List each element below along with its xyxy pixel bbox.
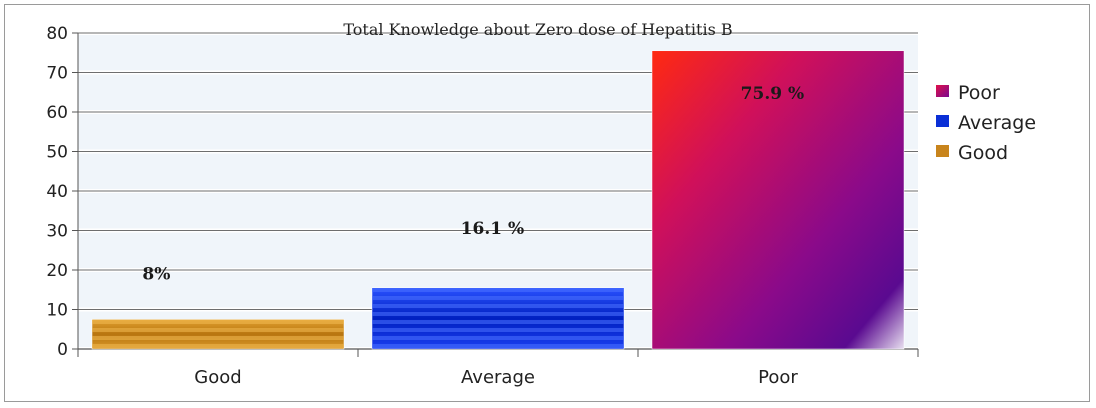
data-label: 75.9 % <box>741 84 804 104</box>
legend-swatch-poor <box>936 85 949 97</box>
data-label: 16.1 % <box>461 219 524 239</box>
legend-swatch-average <box>936 115 949 127</box>
y-tick-label: 10 <box>46 301 68 321</box>
y-tick-label: 20 <box>46 261 68 281</box>
x-tick-label: Average <box>461 367 535 388</box>
data-label: 8% <box>142 264 170 284</box>
y-tick-label: 80 <box>46 24 68 44</box>
bar-poor <box>651 50 905 350</box>
y-tick-label: 0 <box>57 340 68 360</box>
y-tick-label: 70 <box>46 64 68 84</box>
y-tick-label: 30 <box>46 222 68 242</box>
legend-label-good: Good <box>958 142 1008 164</box>
x-tick-label: Poor <box>758 367 798 388</box>
chart-title: Total Knowledge about Zero dose of Hepat… <box>343 20 732 39</box>
bars <box>91 50 905 350</box>
legend: Poor Average Good <box>936 82 1036 164</box>
y-tick-label: 60 <box>46 103 68 123</box>
x-tick-label: Good <box>194 367 241 388</box>
bar-texture <box>372 287 624 349</box>
legend-swatch-good <box>936 145 949 157</box>
bar-texture <box>92 319 344 349</box>
y-tick-label: 50 <box>46 143 68 163</box>
data-labels: 8% 16.1 % 75.9 % <box>142 84 804 285</box>
y-tick-label: 40 <box>46 182 68 202</box>
legend-label-average: Average <box>958 112 1036 134</box>
legend-label-poor: Poor <box>958 82 1000 104</box>
